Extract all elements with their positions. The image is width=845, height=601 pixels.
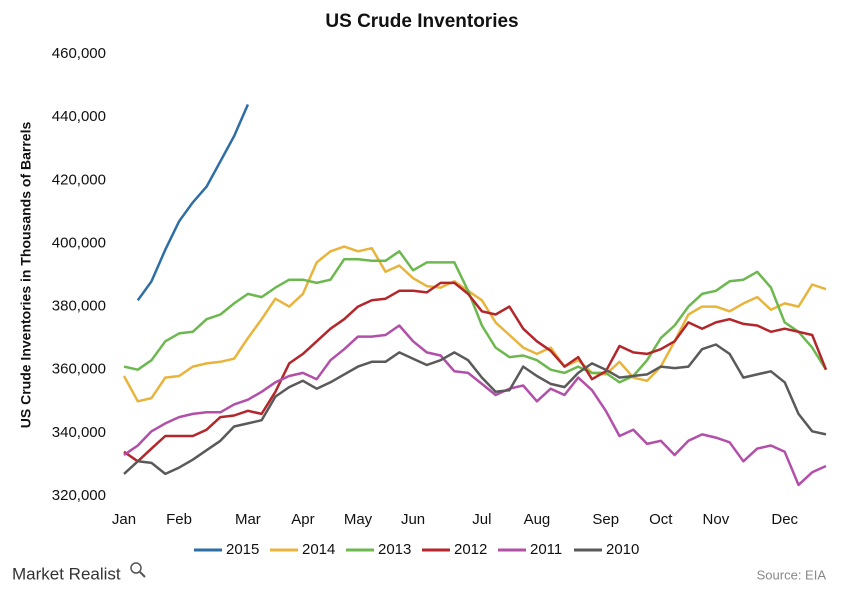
line-series: [122, 245, 827, 403]
chart-title: US Crude Inventories: [325, 11, 518, 32]
legend-label: 2010: [606, 541, 639, 558]
y-tick-label: 440,000: [52, 108, 106, 125]
legend-label: 2012: [454, 541, 487, 558]
line-series: [123, 343, 827, 476]
x-tick-label: May: [344, 511, 373, 528]
y-tick-label: 340,000: [52, 424, 106, 441]
line-series: [123, 281, 828, 463]
x-tick-label: Oct: [649, 511, 673, 528]
y-tick-label: 420,000: [52, 171, 106, 188]
legend-label: 2011: [530, 541, 562, 558]
line-series: [123, 250, 828, 384]
x-tick-label: Jan: [112, 511, 136, 528]
source: Source: EIA: [757, 567, 827, 582]
x-tick-label: Sep: [592, 511, 619, 528]
x-tick-label: Aug: [524, 511, 551, 528]
y-tick-label: 360,000: [52, 361, 106, 378]
x-tick-label: Dec: [771, 511, 798, 528]
x-tick-label: Jul: [472, 511, 491, 528]
brand-icon: [130, 562, 146, 578]
legend-label: 2015: [226, 541, 259, 558]
x-tick-label: Nov: [703, 511, 730, 528]
x-tick-label: Feb: [166, 511, 192, 528]
x-tick-label: Apr: [291, 511, 314, 528]
x-tick-label: Mar: [235, 511, 261, 528]
y-tick-label: 400,000: [52, 234, 106, 251]
y-tick-label: 320,000: [52, 487, 106, 504]
y-tick-label: 380,000: [52, 298, 106, 315]
x-tick-label: Jun: [401, 511, 425, 528]
legend-label: 2014: [302, 541, 335, 558]
y-axis-label: US Crude Inventories in Thousands of Bar…: [18, 122, 34, 429]
line-series: [136, 103, 250, 302]
y-tick-label: 460,000: [52, 45, 106, 62]
brand: Market Realist: [12, 564, 121, 583]
line-series: [123, 324, 827, 487]
legend-label: 2013: [378, 541, 411, 558]
